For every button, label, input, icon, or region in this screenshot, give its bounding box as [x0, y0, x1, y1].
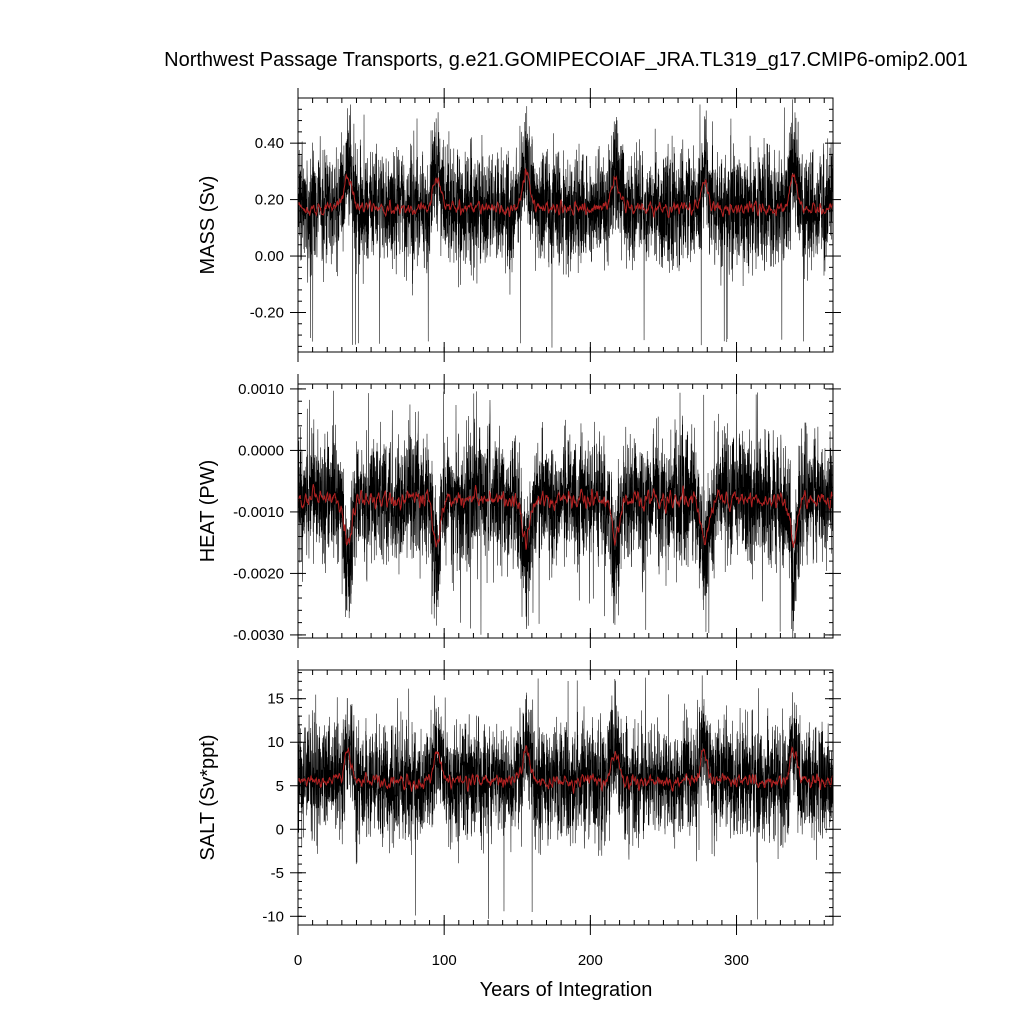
y-tick-label: 5: [276, 778, 284, 795]
series-lines: [298, 99, 833, 348]
salt-panel: -10 -5 0 5 10 15 SALT (Sv*ppt) 0 100 200 300: [197, 660, 841, 969]
plot-frame: [297, 383, 834, 639]
y-tick-label: 0.0000: [238, 442, 284, 459]
monthly-series-line: [298, 390, 833, 638]
plot-frame: [297, 97, 834, 353]
smoothed-series-line: [298, 744, 833, 794]
smoothed-series-line: [298, 484, 833, 550]
y-tick-label: -0.0030: [233, 627, 284, 644]
y-tick-label: 10: [267, 734, 284, 751]
x-tick-label: 300: [724, 952, 749, 969]
y-axis-label: SALT (Sv*ppt): [197, 735, 219, 861]
x-tick-label: 100: [432, 952, 457, 969]
y-tick-label: 0.40: [255, 135, 284, 152]
y-axis-label: HEAT (PW): [197, 460, 219, 563]
y-tick-label: -5: [271, 865, 284, 882]
chart-title: Northwest Passage Transports, g.e21.GOMI…: [164, 49, 968, 71]
series-lines: [298, 390, 833, 638]
mass-panel: -0.20 0.00 0.20 0.40 MASS (Sv): [197, 88, 841, 362]
smoothed-series-line: [298, 167, 833, 219]
panels: -0.20 0.00 0.20 0.40 MASS (Sv) -0.0030 -0.0020…: [197, 88, 841, 969]
monthly-series-line: [298, 99, 833, 348]
series-lines: [298, 675, 833, 920]
monthly-series-line: [298, 675, 833, 920]
y-tick-label: -10: [262, 908, 284, 925]
y-tick-label: 0.0010: [238, 381, 284, 398]
y-tick-label: 0.00: [255, 248, 284, 265]
y-tick-label: 15: [267, 691, 284, 708]
x-axis-label: Years of Integration: [480, 979, 653, 1001]
x-tick-label: 0: [294, 952, 302, 969]
y-tick-label: -0.20: [250, 304, 284, 321]
y-tick-label: -0.0010: [233, 504, 284, 521]
y-tick-label: 0.20: [255, 192, 284, 209]
y-axis-label: MASS (Sv): [197, 176, 219, 275]
y-tick-label: -0.0020: [233, 565, 284, 582]
plot-frame: [297, 669, 834, 926]
y-tick-label: 0: [276, 821, 284, 838]
heat-panel: -0.0030 -0.0020 -0.0010 0.0000 0.0010 HEAT (P…: [197, 374, 841, 648]
x-tick-label: 200: [578, 952, 603, 969]
